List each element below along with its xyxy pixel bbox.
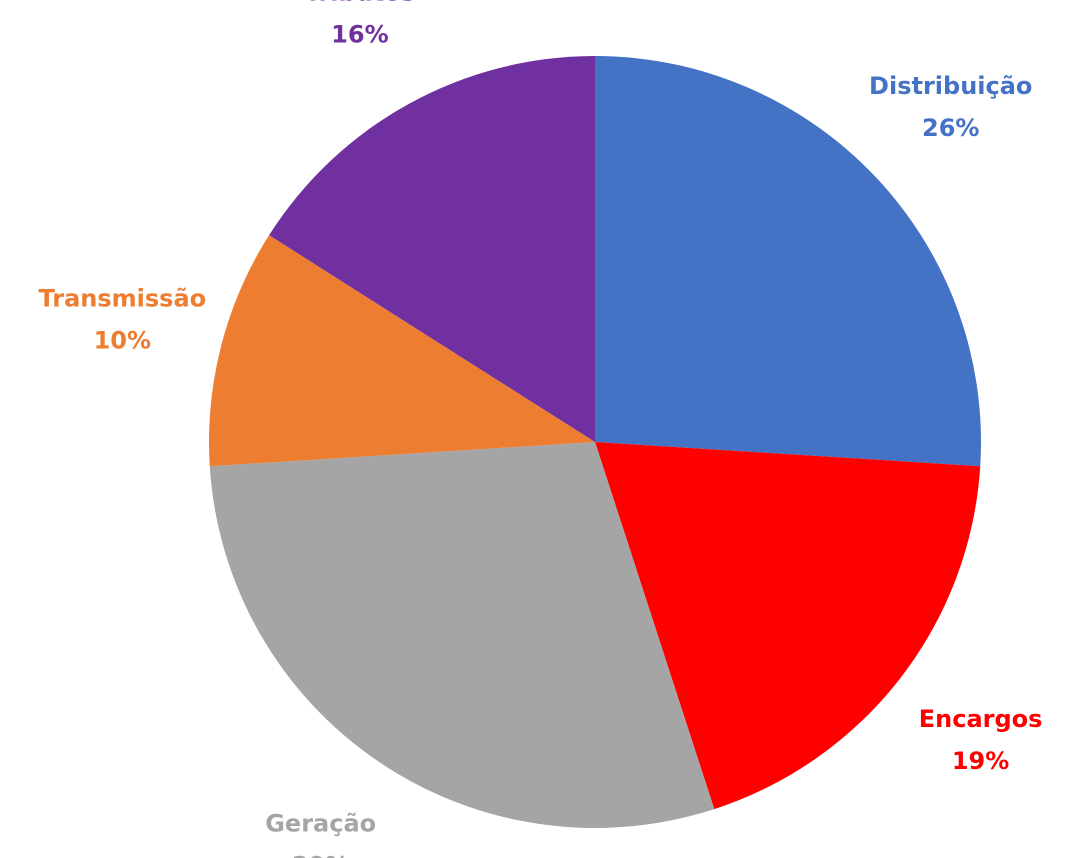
slice-label: Geração <box>265 810 376 838</box>
value-label: 26% <box>922 114 979 142</box>
pie-slice <box>209 442 715 828</box>
value-label: 19% <box>952 747 1009 775</box>
pie-slice <box>269 55 595 442</box>
slice-label: Transmissão <box>39 285 207 313</box>
pie-slice <box>595 56 981 467</box>
value-label: 29% <box>292 852 349 858</box>
slice-label: Tributos <box>305 0 415 6</box>
pie-slice <box>209 235 595 467</box>
value-label: 10% <box>94 327 151 355</box>
slice-label: Encargos <box>919 705 1043 733</box>
pie-slice <box>595 442 981 810</box>
slice-label: Distribuição <box>869 72 1032 100</box>
value-label: 16% <box>331 20 388 48</box>
